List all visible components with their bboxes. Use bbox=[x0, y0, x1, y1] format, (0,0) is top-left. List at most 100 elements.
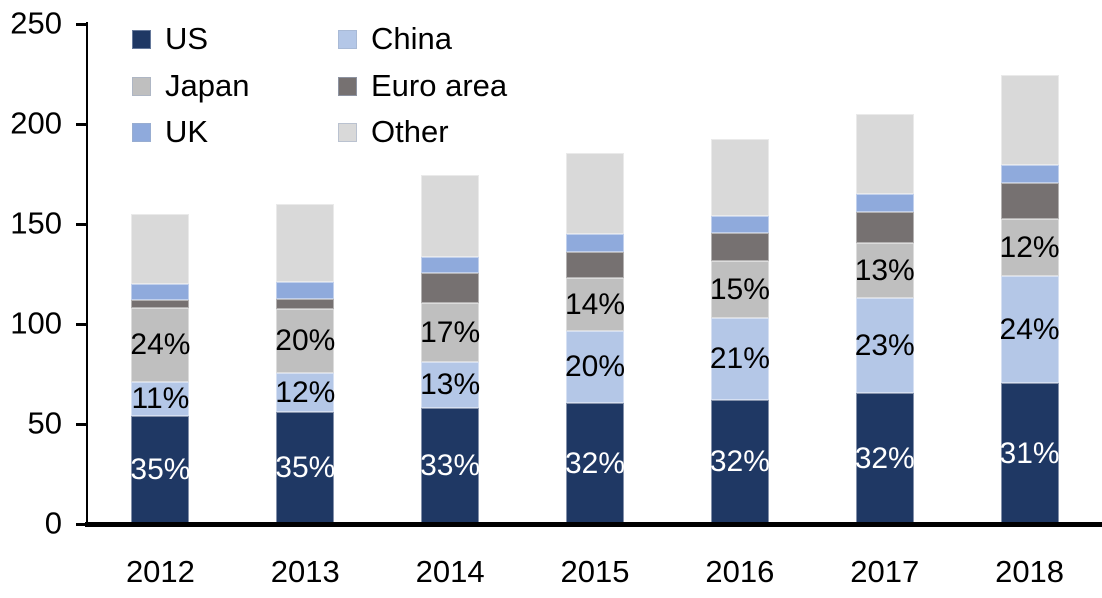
segment-other bbox=[710, 139, 769, 216]
segment-euro-area bbox=[1000, 183, 1059, 219]
segment-uk bbox=[855, 194, 914, 212]
segment-other bbox=[855, 114, 914, 194]
y-tick-label: 100 bbox=[10, 305, 62, 341]
legend-label-euro-area: Euro area bbox=[371, 68, 508, 103]
segment-label-china: 11% bbox=[131, 382, 190, 415]
segment-label-us: 32% bbox=[564, 446, 626, 480]
bar-2014: 33% 13% 17% bbox=[420, 175, 481, 524]
segment-japan: 14% bbox=[564, 278, 626, 331]
legend-swatch-us bbox=[132, 29, 151, 49]
segment-japan: 17% bbox=[420, 303, 481, 362]
segment-other bbox=[276, 204, 335, 282]
segment-label-japan: 12% bbox=[999, 230, 1060, 264]
legend-swatch-uk bbox=[132, 122, 151, 142]
y-tick-label: 0 bbox=[44, 505, 62, 541]
x-tick-label-2012: 2012 bbox=[125, 554, 195, 589]
segment-china: 20% bbox=[565, 331, 625, 403]
y-tick bbox=[76, 122, 88, 126]
x-axis-line bbox=[85, 522, 1102, 527]
segment-uk bbox=[276, 282, 335, 299]
legend-swatch-other bbox=[338, 122, 357, 142]
segment-japan: 13% bbox=[855, 243, 915, 298]
segment-china: 21% bbox=[709, 318, 770, 400]
segment-japan: 12% bbox=[999, 219, 1060, 276]
legend-item-euro-area: Euro area bbox=[338, 68, 507, 104]
segment-china: 13% bbox=[420, 362, 481, 408]
bar-2018: 31% 24% 12% bbox=[999, 75, 1060, 524]
segment-us: 32% bbox=[709, 400, 770, 524]
segment-china: 11% bbox=[131, 382, 190, 416]
segment-label-us: 35% bbox=[130, 453, 191, 486]
segment-uk bbox=[421, 257, 480, 273]
legend-item-china: China bbox=[338, 21, 452, 57]
x-tick-label-2013: 2013 bbox=[270, 554, 340, 589]
bar-2012: 35% 11% 24% bbox=[130, 214, 191, 524]
y-tick bbox=[76, 222, 88, 226]
segment-label-china: 12% bbox=[275, 375, 336, 409]
segment-label-japan: 17% bbox=[420, 315, 481, 349]
legend-label-other: Other bbox=[371, 114, 449, 149]
legend-swatch-euro-area bbox=[338, 76, 357, 96]
segment-china: 23% bbox=[854, 298, 915, 393]
segment-uk bbox=[710, 216, 769, 233]
segment-label-us: 32% bbox=[854, 441, 915, 475]
segment-us: 31% bbox=[999, 383, 1060, 524]
segment-other bbox=[421, 175, 480, 257]
segment-us: 32% bbox=[564, 403, 626, 524]
legend-label-japan: Japan bbox=[165, 68, 250, 103]
y-tick bbox=[76, 322, 88, 326]
segment-label-china: 13% bbox=[420, 368, 481, 401]
segment-label-us: 31% bbox=[999, 436, 1060, 470]
segment-us: 35% bbox=[275, 412, 336, 524]
segment-other bbox=[566, 153, 624, 234]
y-tick-label: 250 bbox=[10, 5, 62, 41]
segment-euro-area bbox=[276, 299, 335, 309]
segment-euro-area bbox=[131, 300, 190, 308]
segment-uk bbox=[566, 234, 624, 252]
segment-other bbox=[131, 214, 190, 284]
legend-item-other: Other bbox=[338, 114, 449, 150]
y-tick-label: 50 bbox=[27, 405, 62, 441]
segment-euro-area bbox=[855, 212, 914, 243]
segment-label-us: 33% bbox=[420, 449, 481, 482]
segment-euro-area bbox=[566, 252, 624, 278]
segment-label-japan: 24% bbox=[130, 328, 191, 361]
segment-japan: 24% bbox=[130, 308, 191, 382]
segment-label-china: 21% bbox=[709, 342, 770, 375]
legend-item-japan: Japan bbox=[132, 68, 249, 104]
segment-label-japan: 15% bbox=[709, 272, 770, 306]
segment-uk bbox=[131, 284, 190, 300]
bar-2013: 35% 12% 20% bbox=[275, 204, 336, 524]
legend-item-uk: UK bbox=[132, 114, 208, 150]
segment-other bbox=[1000, 75, 1059, 165]
x-tick-label-2017: 2017 bbox=[850, 554, 920, 589]
segment-us: 33% bbox=[420, 408, 481, 524]
segment-us: 35% bbox=[130, 416, 191, 524]
segment-label-us: 32% bbox=[709, 445, 770, 478]
segment-label-china: 24% bbox=[999, 312, 1060, 346]
segment-japan: 20% bbox=[275, 309, 336, 373]
segment-label-japan: 14% bbox=[564, 287, 626, 321]
bar-2017: 32% 23% 13% bbox=[854, 114, 915, 524]
legend-item-us: US bbox=[132, 21, 208, 57]
x-tick-label-2015: 2015 bbox=[560, 554, 630, 589]
segment-label-japan: 20% bbox=[275, 324, 336, 357]
legend-label-china: China bbox=[371, 21, 452, 56]
segment-label-china: 23% bbox=[854, 328, 915, 362]
legend-label-uk: UK bbox=[165, 114, 209, 149]
segment-china: 12% bbox=[275, 373, 336, 412]
bar-2016: 32% 21% 15% bbox=[709, 139, 770, 524]
legend-swatch-china bbox=[338, 29, 357, 49]
segment-euro-area bbox=[421, 273, 480, 303]
segment-label-us: 35% bbox=[275, 451, 336, 484]
bar-2015: 32% 20% 14% bbox=[564, 153, 626, 524]
segment-uk bbox=[1000, 165, 1059, 183]
x-tick-label-2018: 2018 bbox=[995, 554, 1065, 589]
y-tick bbox=[76, 522, 88, 526]
x-tick-label-2014: 2014 bbox=[415, 554, 485, 589]
y-tick-label: 150 bbox=[10, 205, 62, 241]
segment-euro-area bbox=[710, 233, 769, 261]
segment-us: 32% bbox=[854, 393, 915, 524]
y-tick bbox=[76, 422, 88, 426]
